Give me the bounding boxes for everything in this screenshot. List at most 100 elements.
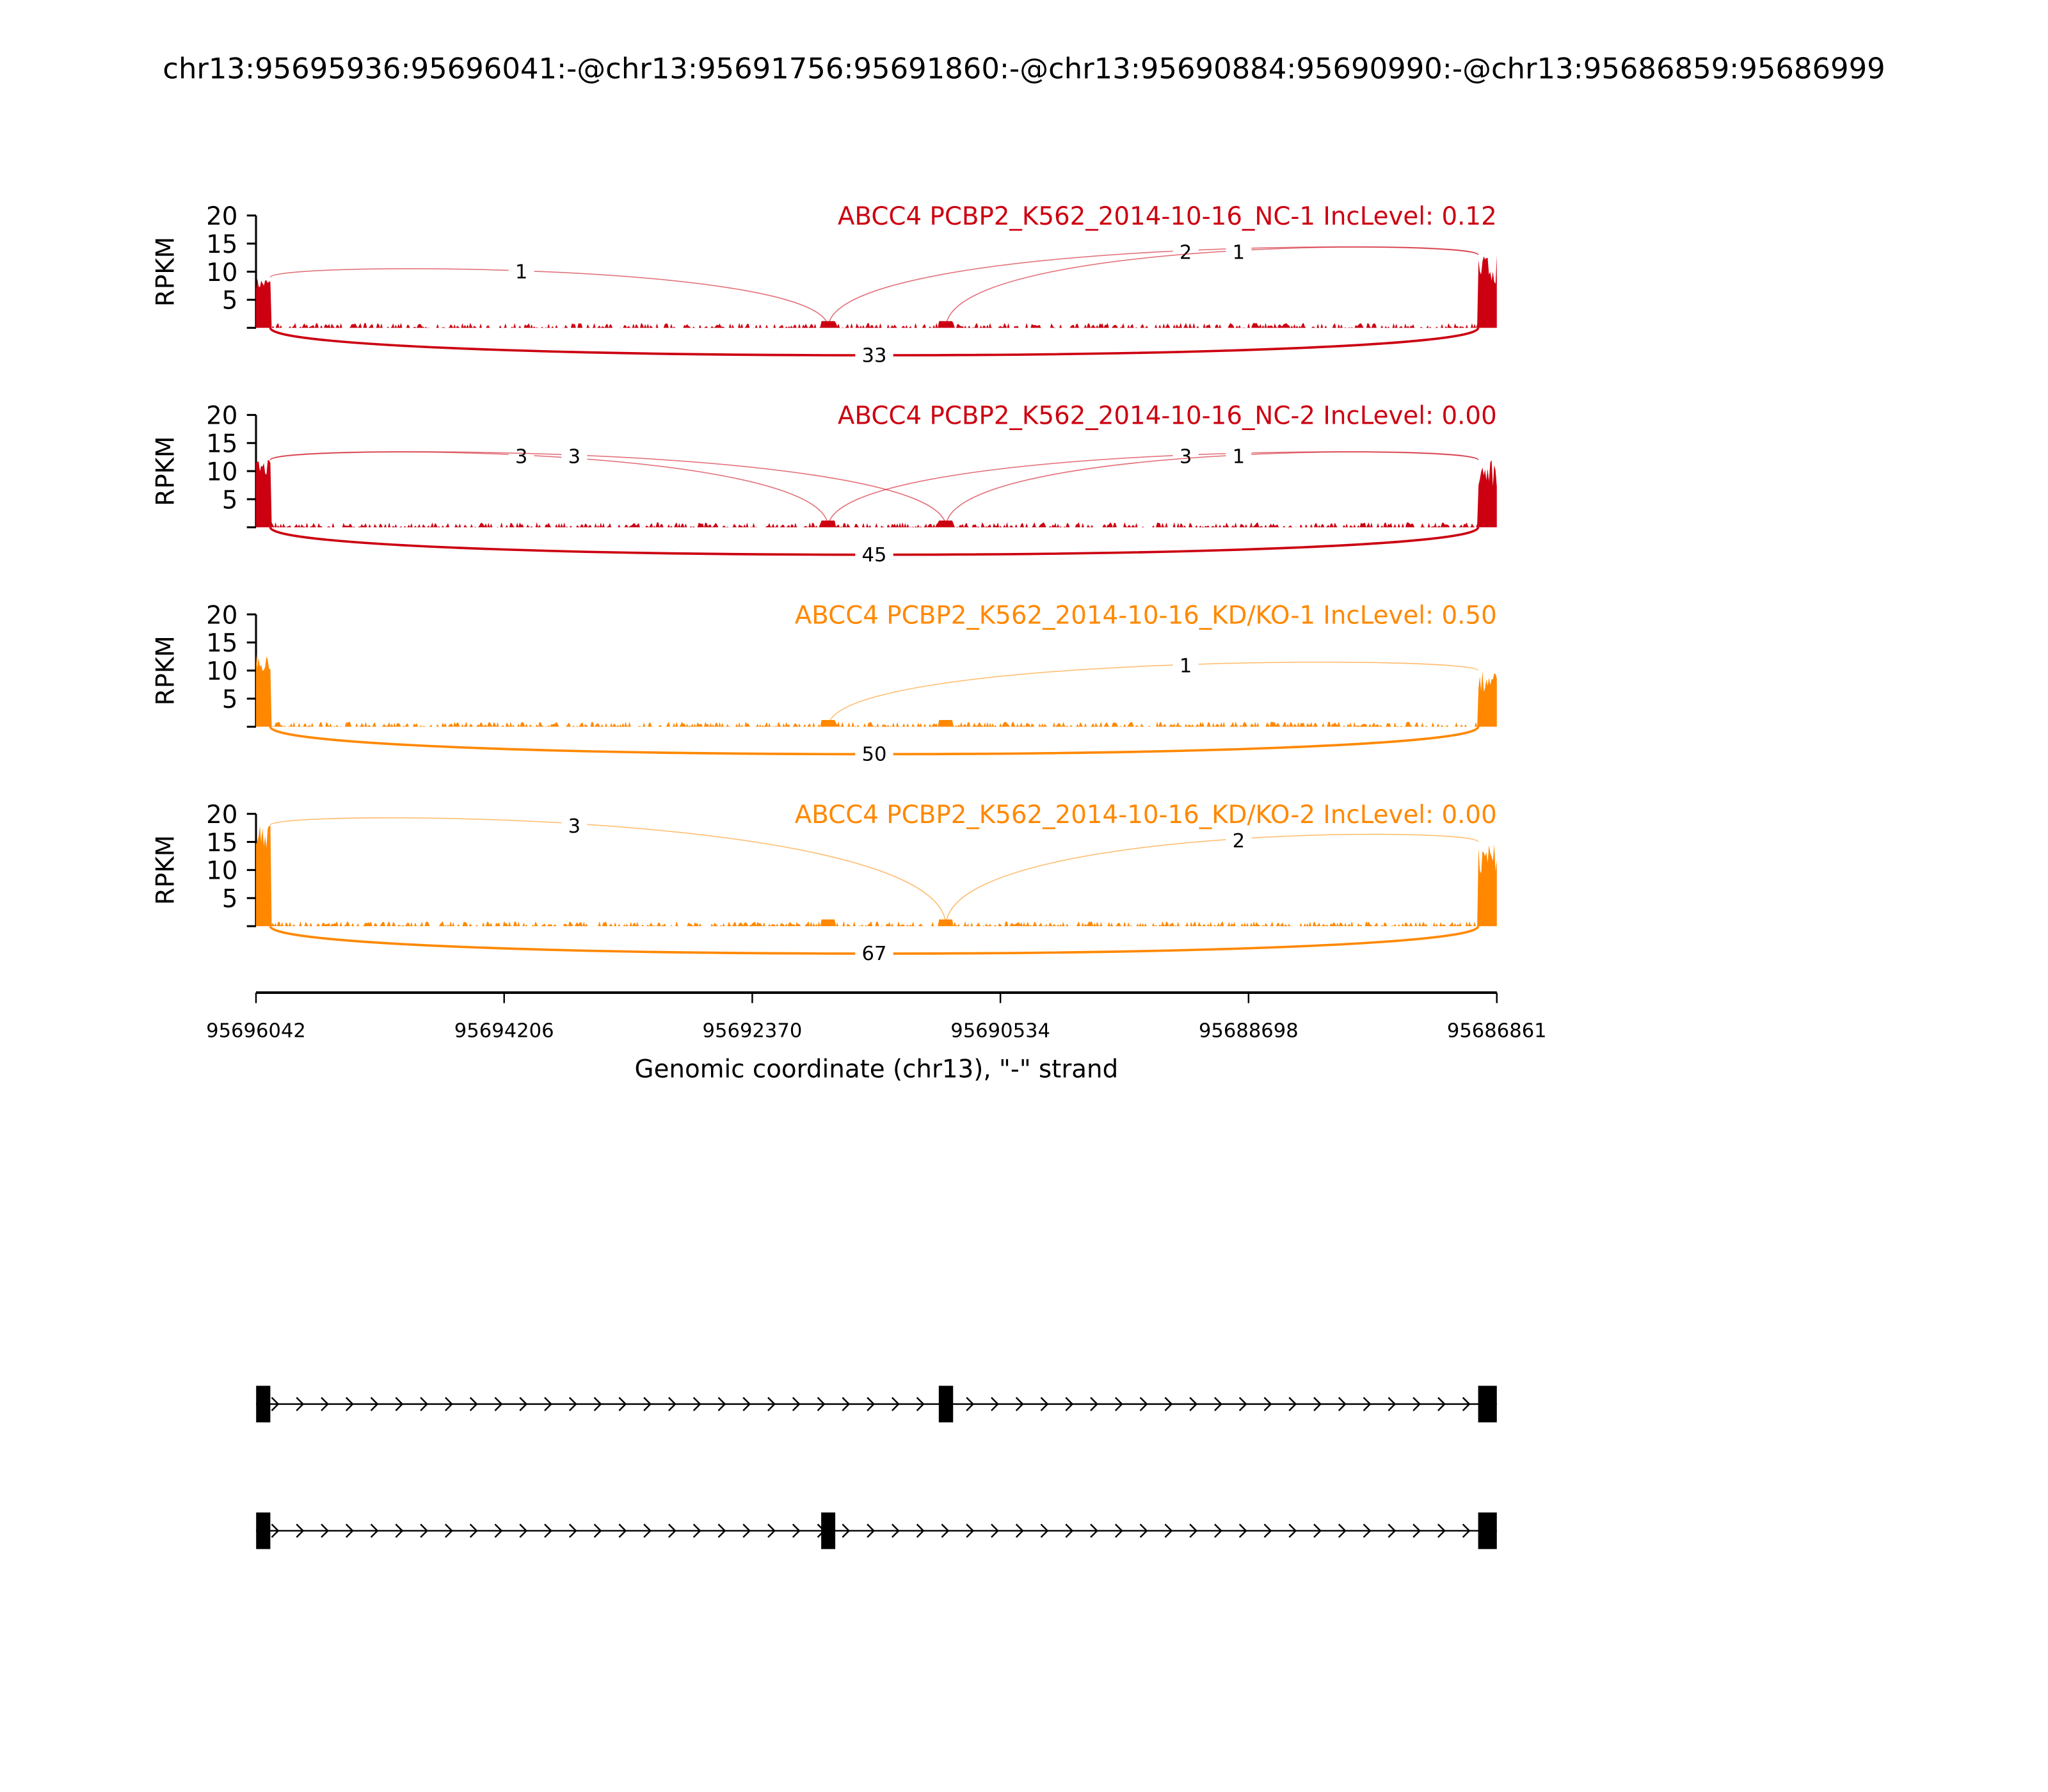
strand-arrow-icon [1040,1396,1049,1411]
strand-arrow-icon [618,1396,627,1411]
strand-arrow-icon [842,1523,851,1538]
sample-label: ABCC4 PCBP2_K562_2014-10-16_NC-1 IncLeve… [838,202,1497,231]
sample-label: ABCC4 PCBP2_K562_2014-10-16_KD/KO-2 IncL… [795,801,1497,829]
strand-arrow-icon [593,1396,602,1411]
strand-arrow-icon [1363,1396,1372,1411]
y-tick-label: 15 [206,829,237,858]
junction-label-bg [855,943,893,966]
plot-title: chr13:95695936:95696041:-@chr13:95691756… [163,51,1885,85]
strand-arrow-icon [1015,1396,1024,1411]
strand-arrow-icon [593,1523,602,1538]
junction-count: 3 [568,815,580,838]
strand-arrow-icon [1338,1396,1347,1411]
strand-arrow-icon [445,1396,453,1411]
junction-count: 2 [1233,830,1245,852]
strand-arrow-icon [991,1396,999,1411]
strand-arrow-icon [717,1396,726,1411]
strand-arrow-icon [1065,1396,1074,1411]
strand-arrow-icon [643,1523,652,1538]
coverage-area [256,255,1497,328]
y-axis-label: RPKM [151,835,180,905]
junction-arc [945,451,1479,527]
strand-arrow-icon [1214,1523,1222,1538]
strand-arrow-icon [370,1523,379,1538]
x-tick-label: 95690534 [950,1020,1050,1042]
strand-arrow-icon [469,1396,478,1411]
strand-arrow-icon [767,1396,776,1411]
strand-arrow-icon [1164,1523,1173,1538]
sample-label: ABCC4 PCBP2_K562_2014-10-16_KD/KO-1 IncL… [795,601,1497,630]
strand-arrow-icon [941,1523,950,1538]
coverage-area [256,460,1497,527]
exon-block [256,1386,271,1423]
strand-arrow-icon [668,1523,676,1538]
strand-arrow-icon [1238,1523,1247,1538]
junction-count: 67 [862,943,887,965]
strand-arrow-icon [991,1523,999,1538]
junction-count: 1 [1180,655,1192,678]
junction-label-bg [855,344,893,367]
junction-label-bg [1226,241,1252,264]
strand-arrow-icon [966,1523,975,1538]
strand-arrow-icon [767,1523,776,1538]
isoform-track [256,1512,1497,1549]
strand-arrow-icon [345,1396,354,1411]
junction-label-bg [1226,445,1252,468]
strand-arrow-icon [892,1523,900,1538]
x-tick-label: 95692370 [703,1020,803,1042]
strand-arrow-icon [916,1396,925,1411]
gene-models [256,1386,1497,1549]
x-tick-label: 95694206 [454,1020,554,1042]
y-tick-label: 20 [206,601,237,630]
strand-arrow-icon [395,1523,404,1538]
y-tick-label: 15 [206,430,237,459]
junction-label-bg [855,743,893,766]
strand-arrow-icon [966,1396,975,1411]
strand-arrow-icon [1114,1396,1123,1411]
strand-arrow-icon [1164,1396,1173,1411]
junction-count: 3 [1180,446,1192,468]
y-tick-label: 20 [206,202,237,231]
strand-arrow-icon [1288,1523,1297,1538]
strand-arrow-icon [370,1396,379,1411]
y-tick-label: 10 [206,657,237,686]
strand-arrow-icon [792,1396,801,1411]
strand-arrow-icon [1437,1396,1446,1411]
strand-arrow-icon [271,1396,280,1411]
strand-arrow-icon [1313,1523,1322,1538]
strand-arrow-icon [1462,1523,1471,1538]
strand-arrow-icon [1363,1523,1372,1538]
strand-arrow-icon [1263,1523,1272,1538]
junction-label-bg [1172,655,1199,678]
strand-arrow-icon [1189,1396,1198,1411]
junction-label-bg [855,543,893,566]
exon-block [1478,1386,1497,1423]
y-tick-label: 10 [206,857,237,886]
strand-arrow-icon [271,1523,280,1538]
junction-count: 33 [862,344,887,367]
junction-count: 2 [1180,241,1192,264]
y-tick-label: 15 [206,629,237,658]
strand-arrow-icon [420,1523,429,1538]
y-tick-label: 10 [206,259,237,287]
junction-arc [828,451,1479,527]
y-tick-label: 5 [222,486,238,515]
strand-arrow-icon [321,1396,329,1411]
junction-label-bg [1226,829,1252,852]
junction-count: 1 [515,261,527,284]
strand-arrow-icon [1412,1523,1421,1538]
isoform-track [256,1386,1497,1423]
strand-arrow-icon [1214,1396,1222,1411]
junction-arc [269,451,829,527]
y-tick-label: 15 [206,230,237,259]
strand-arrow-icon [519,1523,528,1538]
exon-block [821,1512,836,1549]
junction-arc [828,661,1479,727]
junction-count: 1 [1233,446,1245,468]
coverage-area [256,826,1497,927]
